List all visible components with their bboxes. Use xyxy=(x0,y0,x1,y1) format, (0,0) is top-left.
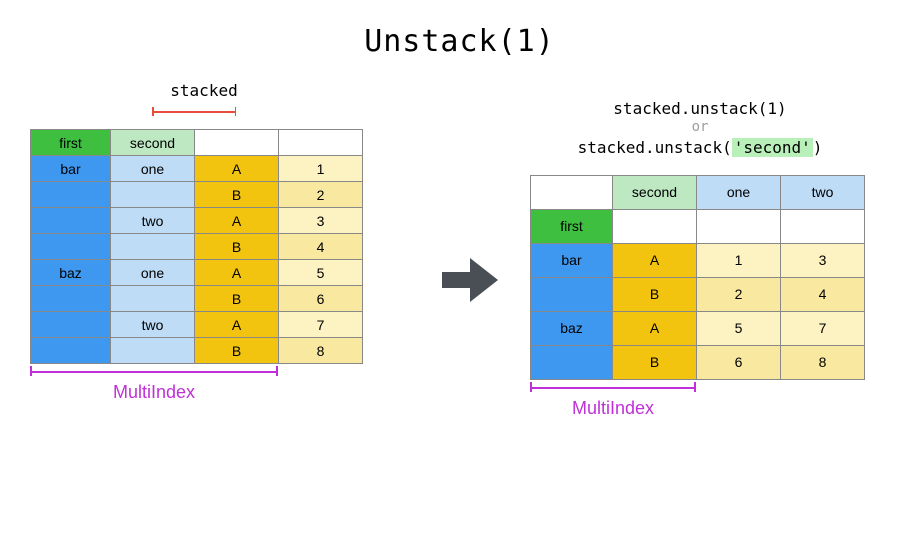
left-panel: stacked firstsecondbaroneA1B2twoA3B4bazo… xyxy=(30,129,363,403)
right-key-cell: B xyxy=(613,277,697,311)
right-panel: stacked.unstack(1) or stacked.unstack('s… xyxy=(530,99,880,419)
right-idx-first: bar xyxy=(531,243,613,277)
left-idx-first: bar xyxy=(31,156,111,182)
left-idx-second xyxy=(111,286,195,312)
left-header-cell xyxy=(195,130,279,156)
left-value-cell: 1 xyxy=(279,156,363,182)
left-idx-second: one xyxy=(111,156,195,182)
left-value-cell: 6 xyxy=(279,286,363,312)
left-idx-first xyxy=(31,312,111,338)
right-header-top: two xyxy=(781,175,865,209)
left-idx-second xyxy=(111,338,195,364)
left-key-cell: B xyxy=(195,338,279,364)
right-key-cell: B xyxy=(613,345,697,379)
diagram-stage: stacked firstsecondbaroneA1B2twoA3B4bazo… xyxy=(0,59,919,519)
right-val-two: 8 xyxy=(781,345,865,379)
left-idx-second: one xyxy=(111,260,195,286)
left-idx-second: two xyxy=(111,312,195,338)
left-value-cell: 4 xyxy=(279,234,363,260)
left-idx-first xyxy=(31,286,111,312)
left-header-cell: second xyxy=(111,130,195,156)
right-idx-first: baz xyxy=(531,311,613,345)
left-idx-first xyxy=(31,338,111,364)
left-key-cell: A xyxy=(195,312,279,338)
right-table: secondonetwo firstbarA13 B24 bazA57 B68 xyxy=(530,175,865,380)
right-val-two: 3 xyxy=(781,243,865,277)
right-val-two: 7 xyxy=(781,311,865,345)
right-code-label: stacked.unstack(1) or stacked.unstack('s… xyxy=(520,99,880,157)
right-header-top xyxy=(531,175,613,209)
left-multiindex-label: MultiIndex xyxy=(30,382,278,403)
left-value-cell: 3 xyxy=(279,208,363,234)
left-key-cell: A xyxy=(195,156,279,182)
stacked-code-label: stacked xyxy=(164,81,244,100)
left-value-cell: 8 xyxy=(279,338,363,364)
left-idx-first xyxy=(31,234,111,260)
left-key-cell: B xyxy=(195,286,279,312)
right-val-one: 5 xyxy=(697,311,781,345)
page-title: Unstack(1) xyxy=(0,0,919,59)
left-value-cell: 5 xyxy=(279,260,363,286)
red-bracket xyxy=(152,107,236,117)
right-val-one: 2 xyxy=(697,277,781,311)
left-idx-second xyxy=(111,234,195,260)
left-idx-second xyxy=(111,182,195,208)
arrow-icon xyxy=(440,254,502,311)
left-idx-first xyxy=(31,182,111,208)
right-header-first xyxy=(613,209,697,243)
left-idx-second: two xyxy=(111,208,195,234)
left-value-cell: 7 xyxy=(279,312,363,338)
right-multiindex-label: MultiIndex xyxy=(530,398,696,419)
code-line-2: stacked.unstack('second') xyxy=(520,138,880,157)
left-key-cell: A xyxy=(195,260,279,286)
left-table: firstsecondbaroneA1B2twoA3B4bazoneA5B6tw… xyxy=(30,129,363,364)
left-key-cell: A xyxy=(195,208,279,234)
right-header-first: first xyxy=(531,209,613,243)
right-key-cell: A xyxy=(613,311,697,345)
left-key-cell: B xyxy=(195,182,279,208)
right-header-top: one xyxy=(697,175,781,209)
right-header-first xyxy=(697,209,781,243)
code-or: or xyxy=(520,118,880,138)
left-multiindex-bracket xyxy=(30,366,278,380)
left-header-cell: first xyxy=(31,130,111,156)
right-idx-first xyxy=(531,277,613,311)
right-header-top: second xyxy=(613,175,697,209)
right-val-one: 1 xyxy=(697,243,781,277)
right-key-cell: A xyxy=(613,243,697,277)
left-key-cell: B xyxy=(195,234,279,260)
left-header-cell xyxy=(279,130,363,156)
left-idx-first xyxy=(31,208,111,234)
right-idx-first xyxy=(531,345,613,379)
code-line-1: stacked.unstack(1) xyxy=(520,99,880,118)
right-multiindex-bracket xyxy=(530,382,696,396)
right-header-first xyxy=(781,209,865,243)
right-val-two: 4 xyxy=(781,277,865,311)
right-val-one: 6 xyxy=(697,345,781,379)
left-value-cell: 2 xyxy=(279,182,363,208)
left-idx-first: baz xyxy=(31,260,111,286)
